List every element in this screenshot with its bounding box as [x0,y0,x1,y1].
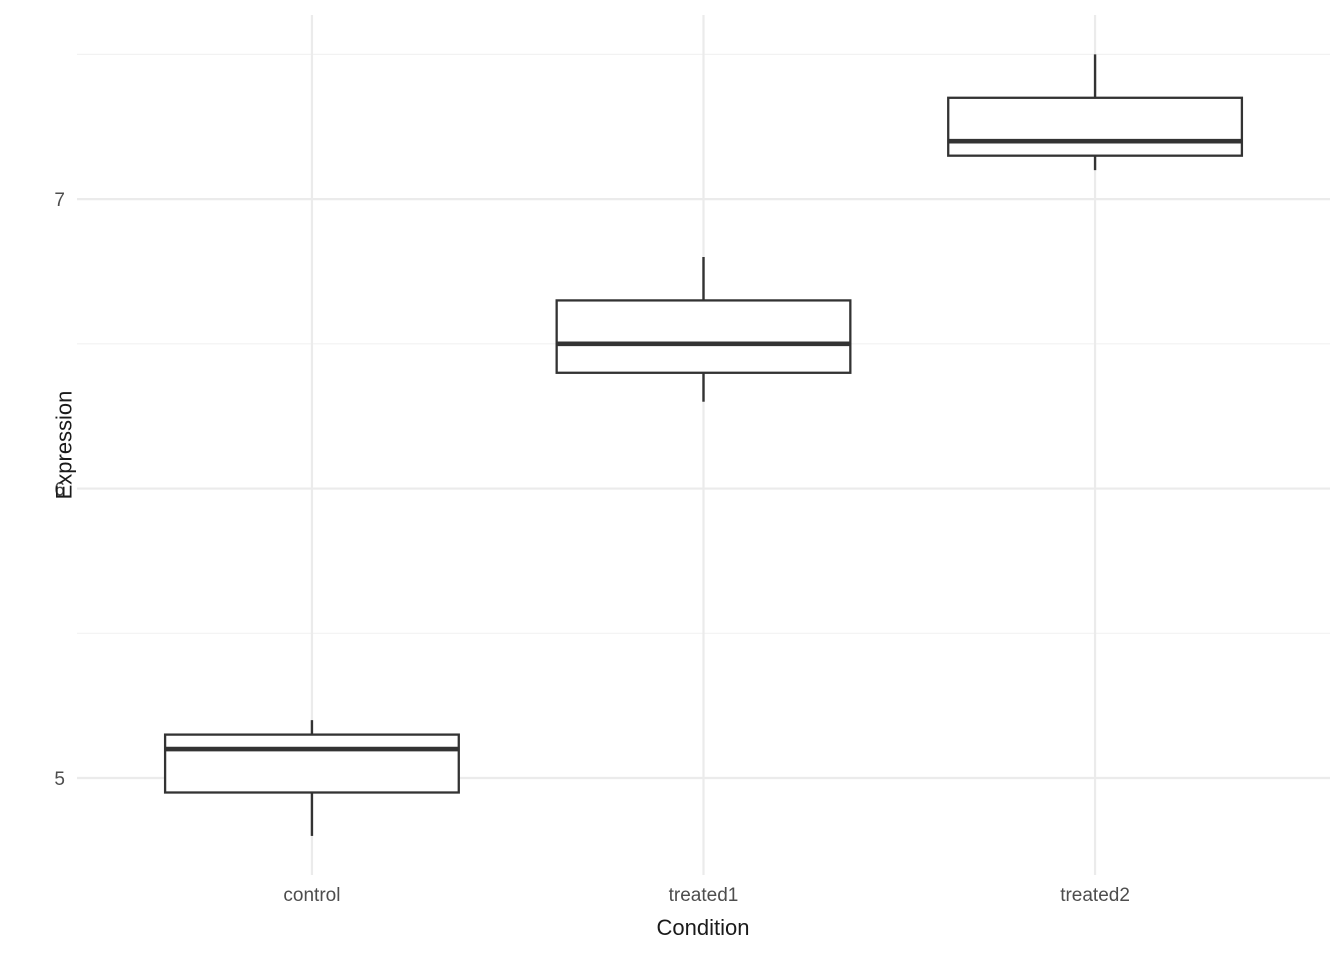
x-tick-label: treated1 [669,885,739,906]
boxplot-box [947,96,1244,157]
x-axis-title: Condition [656,915,750,940]
x-tick-label: treated2 [1060,885,1130,906]
boxplot-box [163,733,460,794]
x-tick-label: control [283,885,340,906]
boxplot-box [555,299,852,374]
y-tick-label: 5 [54,769,65,790]
y-axis-title: Expression [51,390,77,500]
y-tick-label: 6 [54,480,65,501]
y-tick-label: 7 [54,190,65,211]
